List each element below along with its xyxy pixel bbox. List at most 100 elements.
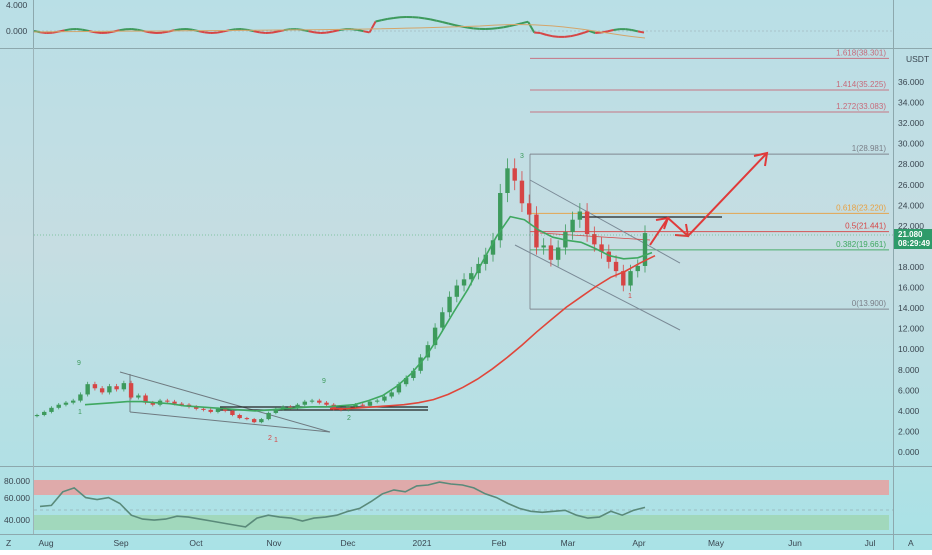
osc-segment [638, 31, 644, 32]
candle-body [585, 212, 589, 235]
osc-segment [83, 30, 89, 31]
osc-segment [132, 29, 138, 30]
osc-segment [565, 36, 571, 37]
candle-body [78, 394, 82, 400]
price-tick: 4.000 [898, 406, 920, 416]
price-tick: 2.000 [898, 426, 920, 436]
seq-count-label: 1 [274, 437, 278, 444]
candle-body [505, 168, 509, 193]
time-label: Mar [561, 538, 576, 548]
candle-body [578, 212, 582, 220]
candle-body [259, 419, 263, 422]
osc-segment [388, 18, 394, 19]
osc-segment [522, 22, 528, 23]
candle-body [462, 279, 466, 285]
rsi-panel: 80.000 60.000 40.000 [4, 476, 893, 530]
price-tick: 10.000 [898, 344, 924, 354]
seq-count-label: 9 [322, 378, 326, 385]
ma-slow-line [330, 256, 655, 409]
osc-segment [315, 32, 321, 33]
moving-averages [85, 217, 655, 411]
candle-body [455, 286, 459, 297]
time-label: Apr [632, 538, 645, 548]
candle-body [592, 234, 596, 244]
osc-segment [437, 21, 443, 22]
price-unit-label: USDT [906, 54, 929, 64]
fib-label: 1.618(38.301) [836, 48, 886, 57]
price-axis: 36.00034.00032.00030.00028.00026.00024.0… [898, 77, 924, 457]
corner-right-label: A [908, 538, 914, 548]
fibonacci-levels: 1.618(38.301)1.414(35.225)1.272(33.083)1… [530, 48, 889, 309]
seq-count-label: 2 [268, 435, 272, 442]
candle-body [136, 395, 140, 397]
candle-body [64, 403, 68, 405]
candle-body [245, 418, 249, 419]
time-label: Oct [189, 538, 203, 548]
price-tick: 8.000 [898, 365, 920, 375]
price-tick: 26.000 [898, 180, 924, 190]
osc-segment [571, 35, 577, 36]
osc-segment [504, 26, 510, 27]
candle-body [368, 402, 372, 406]
rsi-tick-80: 80.000 [4, 476, 30, 486]
top-indicator-panel: 4.000 0.000 [6, 0, 893, 38]
osc-segment [241, 29, 247, 30]
candle-body [165, 401, 169, 402]
candle-body [310, 401, 314, 402]
osc-segment [327, 32, 333, 33]
osc-segment [467, 28, 473, 29]
candle-body [628, 271, 632, 285]
candle-body [85, 384, 89, 394]
candle-body [440, 312, 444, 327]
candle-body [209, 410, 213, 412]
candle-body [35, 415, 39, 416]
price-tick: 34.000 [898, 98, 924, 108]
osc-segment [65, 29, 71, 30]
candle-body [216, 409, 220, 412]
osc-segment [607, 30, 613, 31]
candle-body [382, 397, 386, 401]
price-tick: 18.000 [898, 262, 924, 272]
candle-body [324, 403, 328, 405]
candle-body [57, 405, 61, 408]
candle-body [556, 247, 560, 259]
fib-label: 1(28.981) [852, 144, 887, 153]
candles [35, 158, 647, 423]
time-label: Jun [788, 538, 802, 548]
countdown: 08:29:49 [898, 239, 931, 248]
price-tick: 16.000 [898, 283, 924, 293]
top-tick-4: 4.000 [6, 0, 28, 10]
candle-body [361, 405, 365, 406]
time-label: Aug [38, 538, 53, 548]
candle-body [100, 388, 104, 392]
candle-body [303, 402, 307, 405]
time-label: May [708, 538, 725, 548]
candle-body [549, 245, 553, 259]
candle-body [122, 383, 126, 389]
osc-segment [199, 31, 205, 32]
time-label: Feb [492, 538, 507, 548]
rsi-tick-60: 60.000 [4, 493, 30, 503]
seq-count-label: 3 [520, 153, 524, 160]
osc-segment [205, 32, 211, 33]
candle-body [266, 413, 270, 419]
osc-segment [272, 32, 278, 33]
rsi-oversold-zone [34, 515, 889, 530]
top-oscillator [34, 17, 645, 38]
time-label: Sep [113, 538, 128, 548]
osc-segment [431, 19, 437, 20]
fib-label: 0.618(23.220) [836, 203, 886, 212]
price-tick: 14.000 [898, 303, 924, 313]
time-label: Jul [865, 538, 876, 548]
price-tick: 30.000 [898, 139, 924, 149]
candle-body [520, 181, 524, 204]
candle-body [541, 245, 545, 247]
seq-count-label: 9 [77, 360, 81, 367]
candle-body [534, 215, 538, 248]
osc-segment [534, 33, 540, 34]
price-tick: 6.000 [898, 385, 920, 395]
osc-segment [150, 32, 156, 33]
current-price: 21.080 [898, 230, 923, 239]
osc-segment [95, 32, 101, 33]
